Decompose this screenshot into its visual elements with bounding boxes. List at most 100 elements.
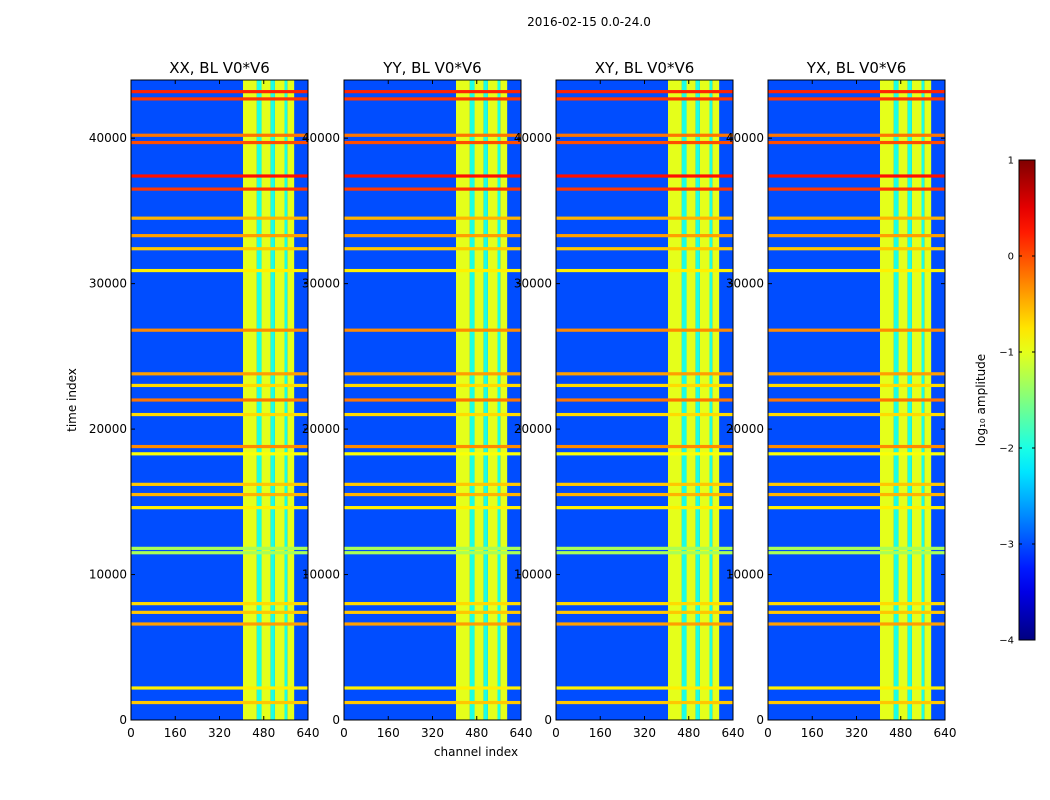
rfi-row <box>344 97 521 101</box>
rfi-row <box>344 133 521 137</box>
rfi-row <box>344 452 521 456</box>
rfi-row <box>344 383 521 388</box>
rfi-row <box>768 383 945 388</box>
rfi-row <box>131 140 308 145</box>
rfi-row <box>131 216 308 220</box>
rfi-row <box>344 546 521 550</box>
panel-title: XY, BL V0*V6 <box>595 59 695 77</box>
y-tick-label: 10000 <box>726 568 764 582</box>
rfi-row <box>131 174 308 178</box>
panel-4-heatmap <box>768 80 945 720</box>
rfi-row <box>768 686 945 690</box>
rfi-row <box>131 492 308 497</box>
y-tick-label: 30000 <box>302 277 340 291</box>
rfi-row <box>344 602 521 606</box>
x-tick-label: 480 <box>252 726 275 740</box>
x-tick-label: 480 <box>677 726 700 740</box>
rfi-row <box>344 268 521 273</box>
rfi-row <box>344 700 521 705</box>
panel-title: YY, BL V0*V6 <box>382 59 481 77</box>
x-axis-label: channel index <box>434 745 518 759</box>
rfi-row <box>344 686 521 690</box>
rfi-row <box>768 133 945 137</box>
colorbar-tick-label: −1 <box>999 348 1014 359</box>
y-tick-label: 20000 <box>514 422 552 436</box>
rfi-row <box>131 372 308 376</box>
y-tick-label: 10000 <box>302 568 340 582</box>
x-tick-label: 640 <box>934 726 957 740</box>
rfi-row <box>556 216 733 220</box>
rfi-row <box>344 187 521 191</box>
rfi-row <box>768 328 945 332</box>
rfi-row <box>344 328 521 332</box>
panel-4: YX, BL V0*V6 0 160 320 480 640 0 10000 20000 3000… <box>726 59 957 740</box>
rfi-row <box>131 97 308 101</box>
rfi-row <box>556 686 733 690</box>
x-tick-label: 0 <box>127 726 135 740</box>
x-tick-label: 160 <box>801 726 824 740</box>
rfi-row <box>344 398 521 402</box>
y-tick-label: 0 <box>119 713 127 727</box>
rfi-row <box>768 97 945 101</box>
rfi-row <box>344 216 521 220</box>
rfi-row <box>344 90 521 94</box>
rfi-row <box>768 602 945 606</box>
rfi-row <box>556 247 733 251</box>
rfi-row <box>556 140 733 145</box>
rfi-row <box>131 551 308 555</box>
rfi-row <box>768 268 945 273</box>
rfi-row <box>344 444 521 449</box>
rfi-row <box>768 492 945 497</box>
colorbar-tick-label: −4 <box>999 636 1014 647</box>
rfi-row <box>131 506 308 510</box>
x-tick-label: 160 <box>377 726 400 740</box>
rfi-row <box>131 90 308 94</box>
rfi-row <box>131 247 308 251</box>
y-tick-label: 40000 <box>726 131 764 145</box>
colorbar-tick-label: 1 <box>1008 156 1014 167</box>
rfi-row <box>344 174 521 178</box>
y-tick-label: 10000 <box>89 568 127 582</box>
rfi-row <box>768 700 945 705</box>
rfi-row <box>768 216 945 220</box>
rfi-row <box>344 372 521 376</box>
y-tick-label: 0 <box>332 713 340 727</box>
rfi-row <box>344 492 521 497</box>
x-tick-label: 640 <box>510 726 533 740</box>
rfi-row <box>344 412 521 417</box>
rfi-row <box>768 551 945 555</box>
rfi-row <box>768 90 945 94</box>
rfi-row <box>556 372 733 376</box>
rfi-row <box>768 187 945 191</box>
rfi-row <box>131 452 308 456</box>
y-tick-label: 20000 <box>726 422 764 436</box>
rfi-row <box>131 328 308 332</box>
rfi-row <box>768 546 945 550</box>
panels-group: XX, BL V0*V6 0 160 320 480 640 0 10000 20000 3000… <box>89 59 957 740</box>
rfi-row <box>556 452 733 456</box>
x-tick-label: 160 <box>589 726 612 740</box>
panel-3: XY, BL V0*V6 0 160 320 480 640 0 10000 20000 3000… <box>514 59 745 740</box>
rfi-row <box>131 482 308 486</box>
y-tick-label: 40000 <box>514 131 552 145</box>
x-tick-label: 0 <box>764 726 772 740</box>
rfi-row <box>556 187 733 191</box>
y-tick-label: 20000 <box>89 422 127 436</box>
x-tick-label: 320 <box>208 726 231 740</box>
rfi-row <box>131 686 308 690</box>
rfi-row <box>131 398 308 402</box>
rfi-row <box>131 234 308 238</box>
rfi-row <box>344 551 521 555</box>
rfi-row <box>768 610 945 614</box>
rfi-row <box>131 187 308 191</box>
rfi-row <box>344 610 521 614</box>
y-tick-label: 30000 <box>514 277 552 291</box>
panel-2: YY, BL V0*V6 0 160 320 480 640 0 10000 20000 3000… <box>302 59 533 740</box>
rfi-row <box>556 700 733 705</box>
y-tick-label: 0 <box>544 713 552 727</box>
rfi-row <box>131 444 308 449</box>
rfi-row <box>344 622 521 626</box>
rfi-row <box>556 506 733 510</box>
rfi-row <box>768 174 945 178</box>
rfi-row <box>556 602 733 606</box>
